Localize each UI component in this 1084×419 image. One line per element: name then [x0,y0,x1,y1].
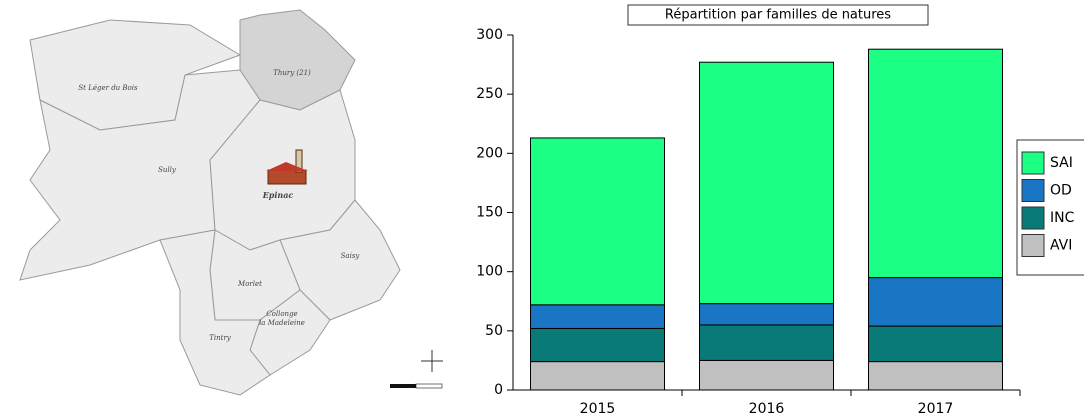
legend-label: OD [1050,183,1072,199]
map-label: Saisy [341,252,361,260]
compass [421,350,443,372]
legend-swatch [1021,151,1045,175]
bar-segment [699,359,834,391]
bar-segment [868,277,1003,327]
title-box [627,4,929,26]
map: St Léger du Bois Thury (21) Sully Epinac… [19,9,443,396]
y-tick-label: 100 [476,264,503,280]
bar-segment [699,303,834,326]
y-tick-label: 250 [476,86,503,102]
bar-segment [530,304,665,329]
x-tick-label: 2017 [918,401,954,417]
bar-segment [699,61,834,305]
bar-segment [530,137,665,306]
bar-segment [530,327,665,363]
map-label: Epinac [262,190,294,200]
scale-bar [390,383,443,389]
chart-title: Répartition par familles de natures [665,8,891,23]
map-label: St Léger du Bois [78,84,138,92]
bar-segment [699,324,834,361]
map-label: Morlet [237,280,262,288]
church-icon [266,149,308,185]
y-tick-label: 50 [485,323,503,339]
y-tick-label: 0 [494,382,503,398]
legend-swatch [1021,179,1045,202]
y-tick-label: 150 [476,205,503,221]
map-region [159,229,271,396]
map-label: Sully [158,166,177,174]
bar-segment [868,48,1003,279]
map-label: la Madeleine [259,319,305,327]
x-tick-label: 2016 [749,401,785,417]
bar-segment [530,361,665,391]
legend-swatch [1021,206,1045,230]
map-label: Collonge [266,310,297,318]
x-tick-label: 2015 [580,401,616,417]
y-tick-label: 200 [476,145,503,161]
legend-label: INC [1050,210,1075,226]
bar-segment [868,361,1003,391]
legend-swatch [1021,234,1045,257]
bar-segment [868,325,1003,363]
map-label: Thury (21) [273,69,311,77]
y-tick-label: 300 [476,27,503,43]
map-label: Tintry [209,334,232,342]
legend-label: SAI [1050,155,1073,171]
legend-label: AVI [1050,238,1072,254]
